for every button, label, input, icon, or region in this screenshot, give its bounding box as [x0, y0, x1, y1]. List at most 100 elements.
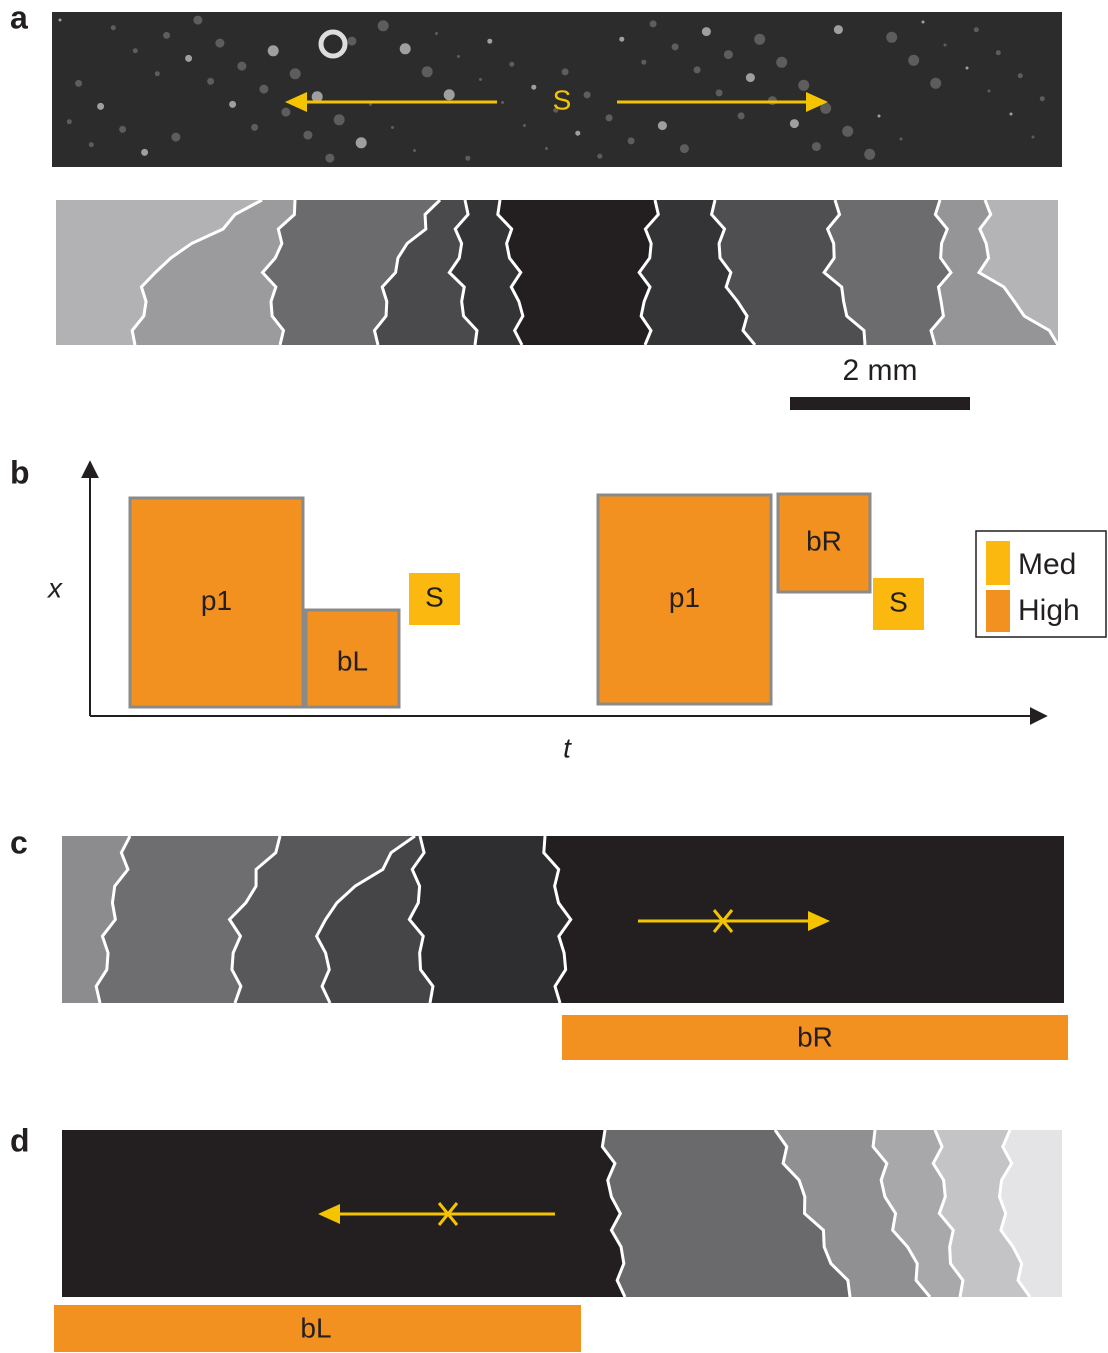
spot: [75, 80, 82, 87]
box-label: bL: [337, 646, 368, 677]
spot: [356, 137, 367, 148]
box-label: S: [425, 581, 444, 612]
spot: [900, 138, 903, 141]
bar-label: bR: [797, 1021, 833, 1052]
spot: [776, 57, 787, 68]
zone-map: [56, 200, 1058, 345]
y-axis-label: x: [46, 572, 63, 603]
spot: [97, 103, 104, 110]
spot: [996, 50, 1001, 55]
spot: [229, 101, 236, 108]
spot: [1032, 136, 1035, 139]
spot: [908, 55, 919, 66]
x-axis-label: t: [563, 732, 572, 763]
spot: [597, 154, 602, 159]
spot: [281, 108, 290, 117]
spot: [864, 149, 875, 160]
spot: [966, 67, 969, 70]
spot: [658, 121, 667, 130]
spot: [325, 154, 334, 163]
spot: [487, 39, 492, 44]
box-label: bR: [806, 525, 842, 556]
bar-label: bL: [300, 1312, 331, 1343]
spot: [834, 25, 843, 34]
spot: [391, 126, 394, 129]
spot: [155, 71, 160, 76]
spot: [400, 43, 411, 54]
spot: [628, 137, 635, 144]
spot: [215, 39, 224, 48]
spot: [268, 45, 279, 56]
legend-label: High: [1018, 594, 1080, 627]
spot: [193, 16, 202, 25]
spot: [479, 78, 482, 81]
panel-label: c: [10, 824, 28, 860]
spot: [694, 66, 701, 73]
spot: [754, 34, 765, 45]
spot: [133, 48, 138, 53]
box-label: p1: [669, 582, 700, 613]
spot: [290, 68, 301, 79]
spot: [435, 32, 438, 35]
spot: [584, 91, 591, 98]
spot: [413, 149, 416, 152]
spot: [457, 55, 460, 58]
spot: [509, 62, 514, 67]
spot: [641, 60, 646, 65]
box-label: S: [889, 586, 908, 617]
spot: [163, 32, 170, 39]
spot: [790, 119, 799, 128]
scale-bar: [790, 397, 970, 410]
spot: [545, 147, 548, 150]
spot: [378, 20, 389, 31]
spot: [562, 68, 569, 75]
spot: [738, 112, 745, 119]
spot: [111, 25, 116, 30]
spot: [259, 85, 268, 94]
legend-swatch: [986, 590, 1010, 632]
spot: [237, 62, 246, 71]
spot: [1018, 73, 1023, 78]
legend-swatch: [986, 541, 1010, 585]
source-label: S: [553, 84, 572, 115]
spot: [501, 101, 504, 104]
spot: [798, 80, 809, 91]
spot: [724, 50, 733, 59]
spot: [59, 19, 62, 22]
spot: [619, 37, 624, 42]
zone-map: [62, 836, 1064, 1003]
spot: [171, 133, 180, 142]
spot: [716, 89, 723, 96]
spot: [67, 119, 72, 124]
panel-label: b: [10, 454, 30, 490]
spot: [531, 85, 536, 90]
spot: [746, 73, 755, 82]
spot: [650, 20, 657, 27]
spot: [974, 27, 979, 32]
spot: [812, 142, 821, 151]
spot: [422, 66, 433, 77]
spot: [119, 126, 126, 133]
spot: [141, 149, 148, 156]
legend-label: Med: [1018, 548, 1076, 581]
scale-bar-label: 2 mm: [843, 354, 918, 387]
spot: [930, 78, 941, 89]
spot: [922, 21, 925, 24]
spot: [702, 27, 711, 36]
box-label: p1: [201, 585, 232, 616]
spot: [185, 55, 192, 62]
spot: [680, 144, 689, 153]
spot: [523, 124, 526, 127]
zone: [409, 836, 570, 1003]
spot: [89, 142, 94, 147]
figure: a S 2 mm b x t p1bLSp1bRS Med High c bR …: [0, 0, 1108, 1353]
spot: [575, 131, 580, 136]
spot: [606, 114, 613, 121]
spot: [672, 43, 679, 50]
spot: [1040, 96, 1045, 101]
spot: [334, 114, 345, 125]
spot: [465, 156, 470, 161]
spot: [842, 126, 853, 137]
spot: [944, 44, 947, 47]
